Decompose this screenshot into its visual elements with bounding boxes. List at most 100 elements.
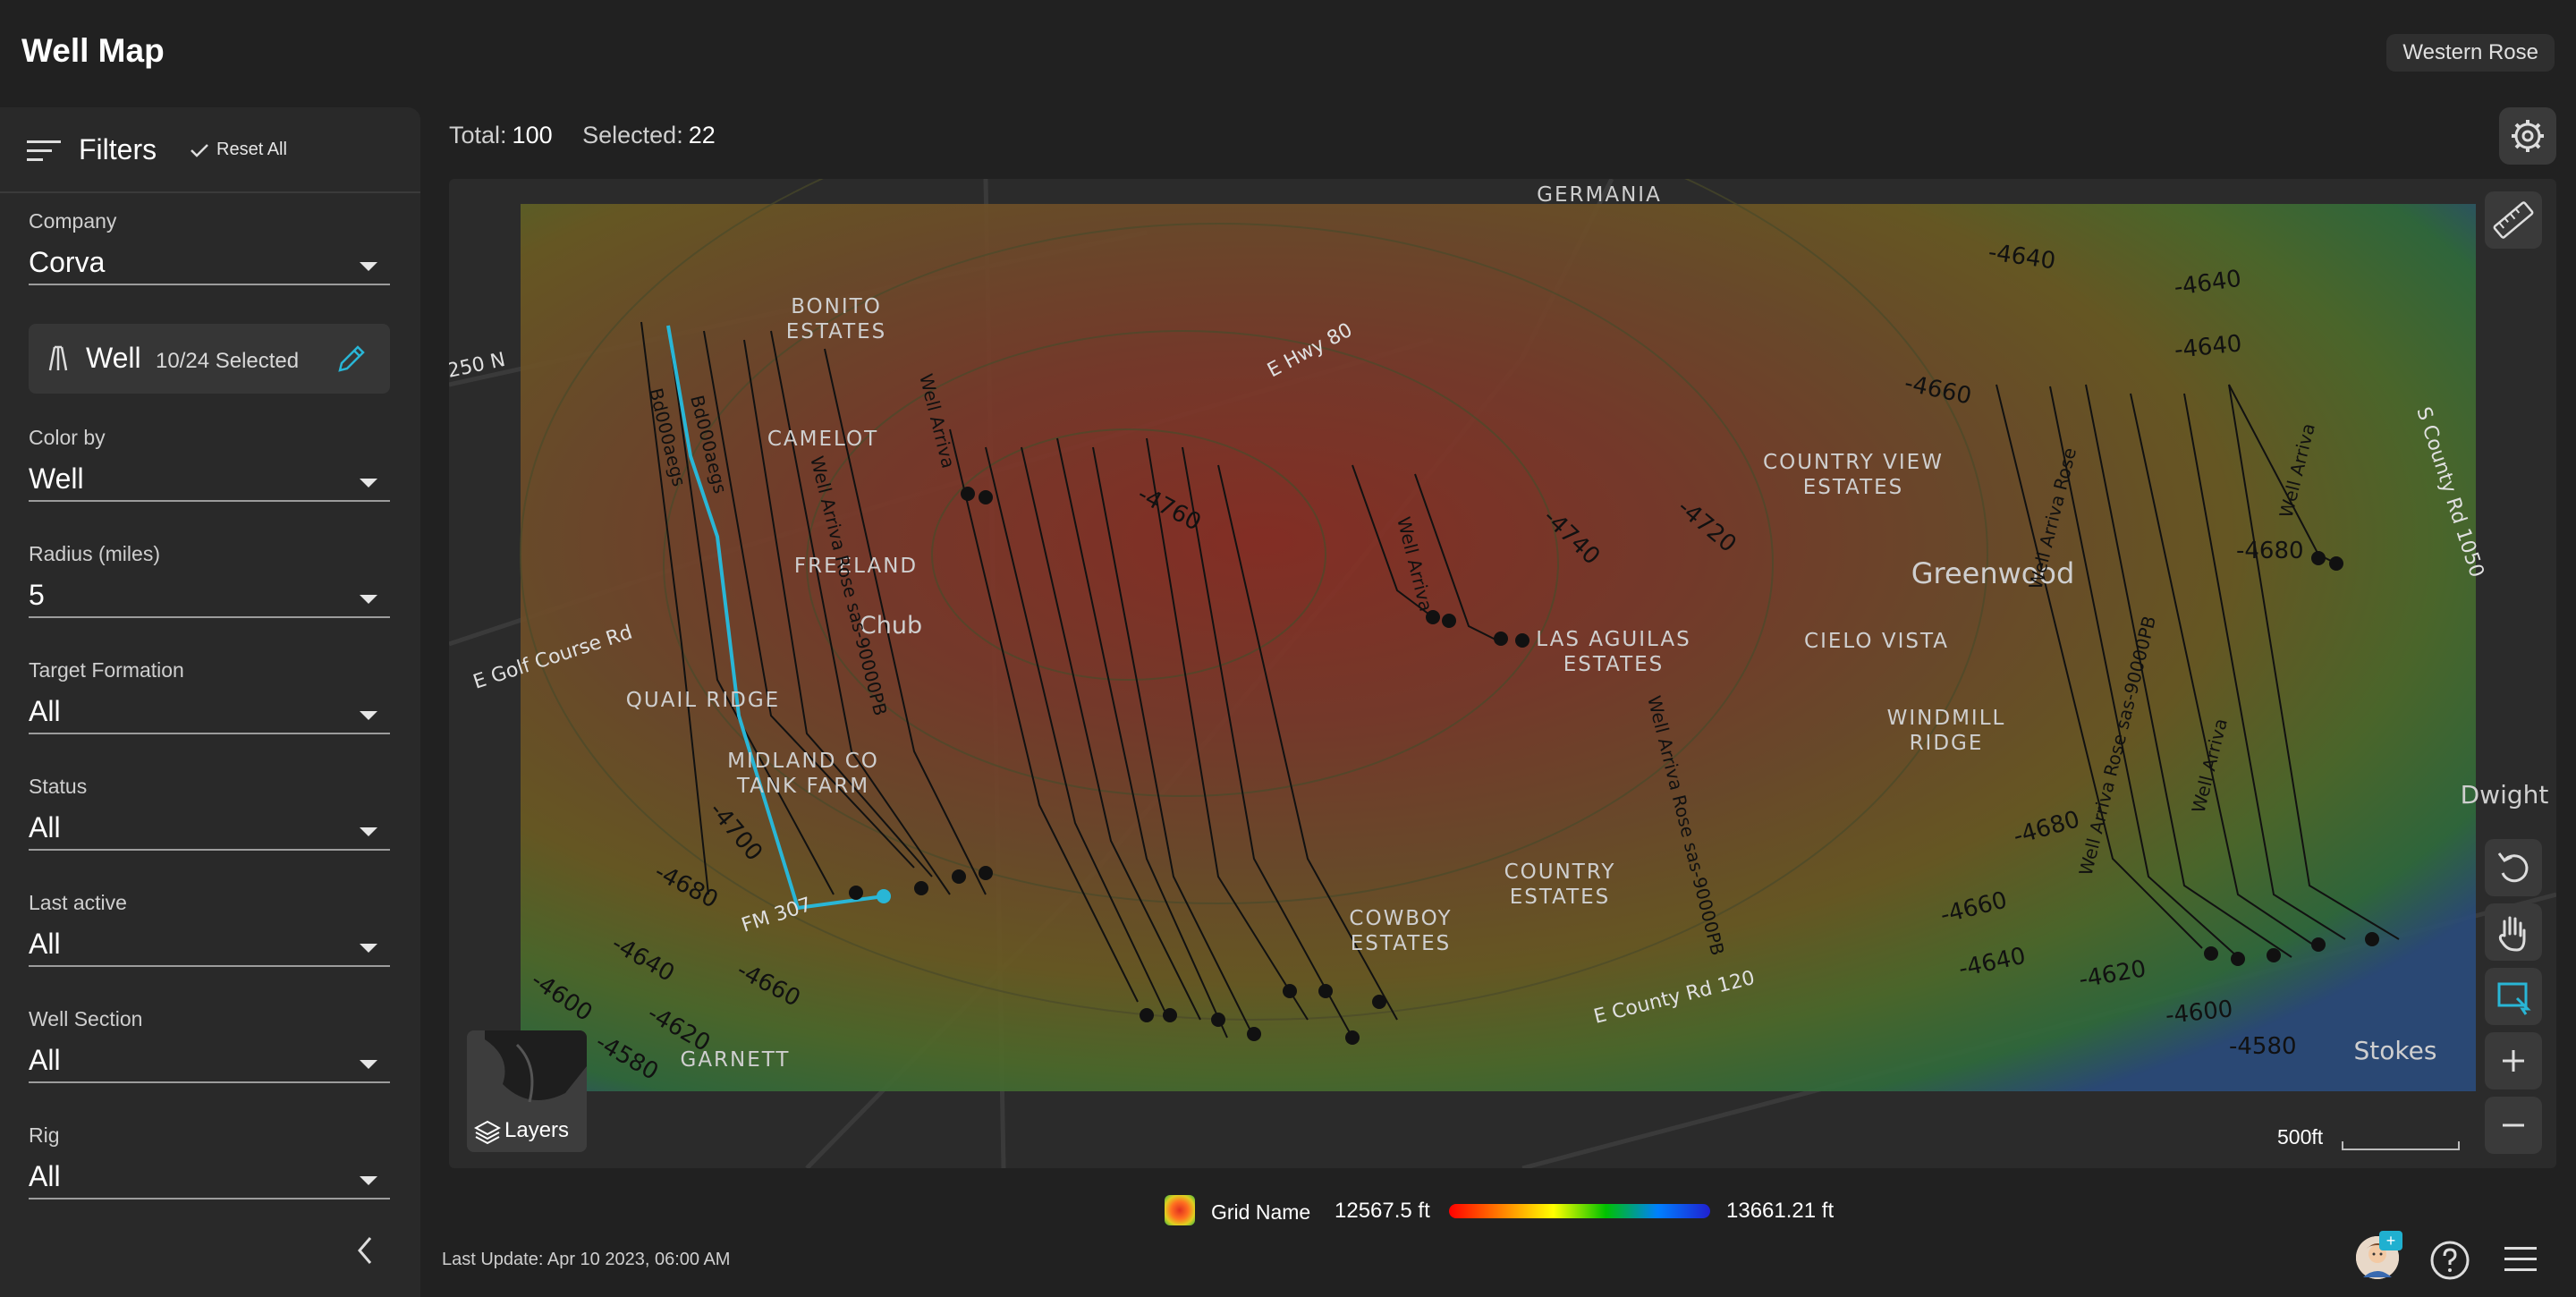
- grid-name: Grid Name: [1211, 1200, 1311, 1224]
- place-label: WINDMILL: [1887, 707, 2006, 730]
- selected-well-endpoint: [877, 889, 891, 903]
- selected-value: 22: [688, 122, 716, 148]
- zoom-in-button[interactable]: [2485, 1032, 2542, 1089]
- legend-gradient-bar: [1449, 1204, 1710, 1218]
- zoom-out-button[interactable]: [2485, 1097, 2542, 1154]
- place-label: COUNTRY VIEW: [1763, 451, 1944, 474]
- app-header: Well Map Western Rose: [0, 0, 2576, 106]
- radius-label: Radius (miles): [29, 542, 160, 565]
- place-label: GARNETT: [681, 1048, 791, 1072]
- place-label: ESTATES: [1510, 886, 1611, 909]
- place-label: Stokes: [2354, 1036, 2437, 1065]
- place-label: LAS AGUILAS: [1536, 628, 1690, 651]
- select-area-icon: [2497, 982, 2531, 1015]
- target-formation-select[interactable]: All: [29, 695, 390, 734]
- well-selector[interactable]: Well 10/24 Selected: [29, 324, 390, 394]
- reset-all-label: Reset All: [216, 140, 287, 159]
- chevron-down-icon: [360, 1060, 377, 1069]
- settings-button[interactable]: [2499, 107, 2556, 165]
- status-select[interactable]: All: [29, 811, 390, 851]
- chevron-down-icon: [360, 595, 377, 604]
- check-icon: [191, 143, 208, 157]
- radius-filter: Radius (miles) 5: [29, 542, 390, 618]
- company-badge[interactable]: Western Rose: [2386, 34, 2555, 72]
- color-by-label: Color by: [29, 426, 106, 449]
- place-label: GERMANIA: [1537, 183, 1662, 207]
- layers-icon: [474, 1120, 501, 1145]
- place-label: RIDGE: [1910, 732, 1984, 755]
- layers-label: Layers: [504, 1118, 570, 1142]
- well-section-filter: Well Section All: [29, 1007, 390, 1083]
- layers-thumbnail: [467, 1030, 587, 1152]
- rig-select[interactable]: All: [29, 1160, 390, 1200]
- legend-max: 13661.21 ft: [1726, 1199, 1835, 1223]
- plus-icon: [2503, 1050, 2524, 1072]
- chevron-down-icon: [360, 479, 377, 487]
- scale-label: 500ft: [2277, 1125, 2324, 1149]
- well-rig-icon: [48, 345, 68, 371]
- scale-bar: [2342, 1141, 2460, 1150]
- reset-all-button[interactable]: Reset All: [190, 140, 287, 160]
- place-label: Greenwood: [1911, 556, 2075, 590]
- status-filter: Status All: [29, 775, 390, 851]
- company-label: Company: [29, 209, 117, 233]
- target-formation-label: Target Formation: [29, 658, 184, 682]
- rig-filter: Rig All: [29, 1123, 390, 1200]
- chevron-left-icon[interactable]: [352, 1233, 377, 1268]
- hamburger-menu-icon[interactable]: [2503, 1243, 2538, 1276]
- place-label: ESTATES: [1563, 653, 1665, 676]
- help-icon[interactable]: [2429, 1240, 2470, 1281]
- map-canvas[interactable]: GERMANIA BONITO ESTATES CAMELOT FREELAND…: [449, 179, 2556, 1168]
- chevron-down-icon: [360, 827, 377, 836]
- color-by-filter: Color by Well: [29, 426, 390, 502]
- contour-label: -4680: [2236, 538, 2304, 564]
- legend-min: 12567.5 ft: [1335, 1199, 1430, 1223]
- minus-icon: [2503, 1123, 2524, 1127]
- chevron-down-icon: [360, 711, 377, 720]
- chevron-down-icon: [360, 1176, 377, 1185]
- ruler-icon: [2493, 201, 2534, 239]
- heatmap-overlay: [521, 204, 2476, 1091]
- last-update: Last Update: Apr 10 2023, 06:00 AM: [442, 1250, 731, 1269]
- selected-well-trajectory: [666, 325, 885, 911]
- well-trajectories: [640, 321, 2400, 1038]
- well-map[interactable]: GERMANIA BONITO ESTATES CAMELOT FREELAND…: [449, 179, 2556, 1168]
- hand-icon: [2498, 916, 2526, 952]
- well-section-select[interactable]: All: [29, 1044, 390, 1083]
- place-label: MIDLAND CO: [727, 750, 879, 773]
- color-by-select[interactable]: Well: [29, 462, 390, 502]
- place-label: BONITO: [791, 295, 882, 318]
- well-selected-count: 10/24 Selected: [156, 349, 300, 373]
- place-label: Dwight: [2461, 780, 2549, 810]
- last-active-filter: Last active All: [29, 891, 390, 967]
- filter-lines-icon: [27, 140, 61, 161]
- target-formation-filter: Target Formation All: [29, 658, 390, 734]
- layers-button[interactable]: Layers: [467, 1030, 587, 1152]
- total-value: 100: [512, 122, 553, 148]
- total-label: Total:: [449, 122, 507, 148]
- place-label: ESTATES: [1803, 476, 1904, 499]
- page-title: Well Map: [21, 32, 165, 69]
- gear-icon: [2512, 120, 2544, 152]
- measure-button[interactable]: [2485, 191, 2542, 249]
- grid-swatch: [1165, 1195, 1195, 1225]
- chevron-down-icon: [360, 262, 377, 271]
- last-active-select[interactable]: All: [29, 928, 390, 967]
- radius-select[interactable]: 5: [29, 579, 390, 618]
- selected-label: Selected:: [582, 122, 683, 148]
- chevron-down-icon: [360, 944, 377, 953]
- place-label: CIELO VISTA: [1804, 630, 1949, 653]
- filters-title: Filters: [79, 133, 157, 165]
- map-labels: GERMANIA BONITO ESTATES CAMELOT FREELAND…: [626, 183, 2549, 1072]
- well-endpoints: [849, 487, 2379, 1045]
- reset-view-button[interactable]: [2485, 839, 2542, 896]
- place-label: TANK FARM: [736, 775, 869, 798]
- rig-label: Rig: [29, 1123, 60, 1147]
- company-select[interactable]: Corva: [29, 246, 390, 285]
- pan-button[interactable]: [2485, 903, 2542, 961]
- place-label: COWBOY: [1349, 907, 1452, 930]
- contour-label: -4580: [2229, 1033, 2297, 1060]
- select-area-button[interactable]: [2485, 968, 2542, 1025]
- pencil-icon[interactable]: [333, 340, 370, 377]
- place-label: QUAIL RIDGE: [626, 689, 780, 712]
